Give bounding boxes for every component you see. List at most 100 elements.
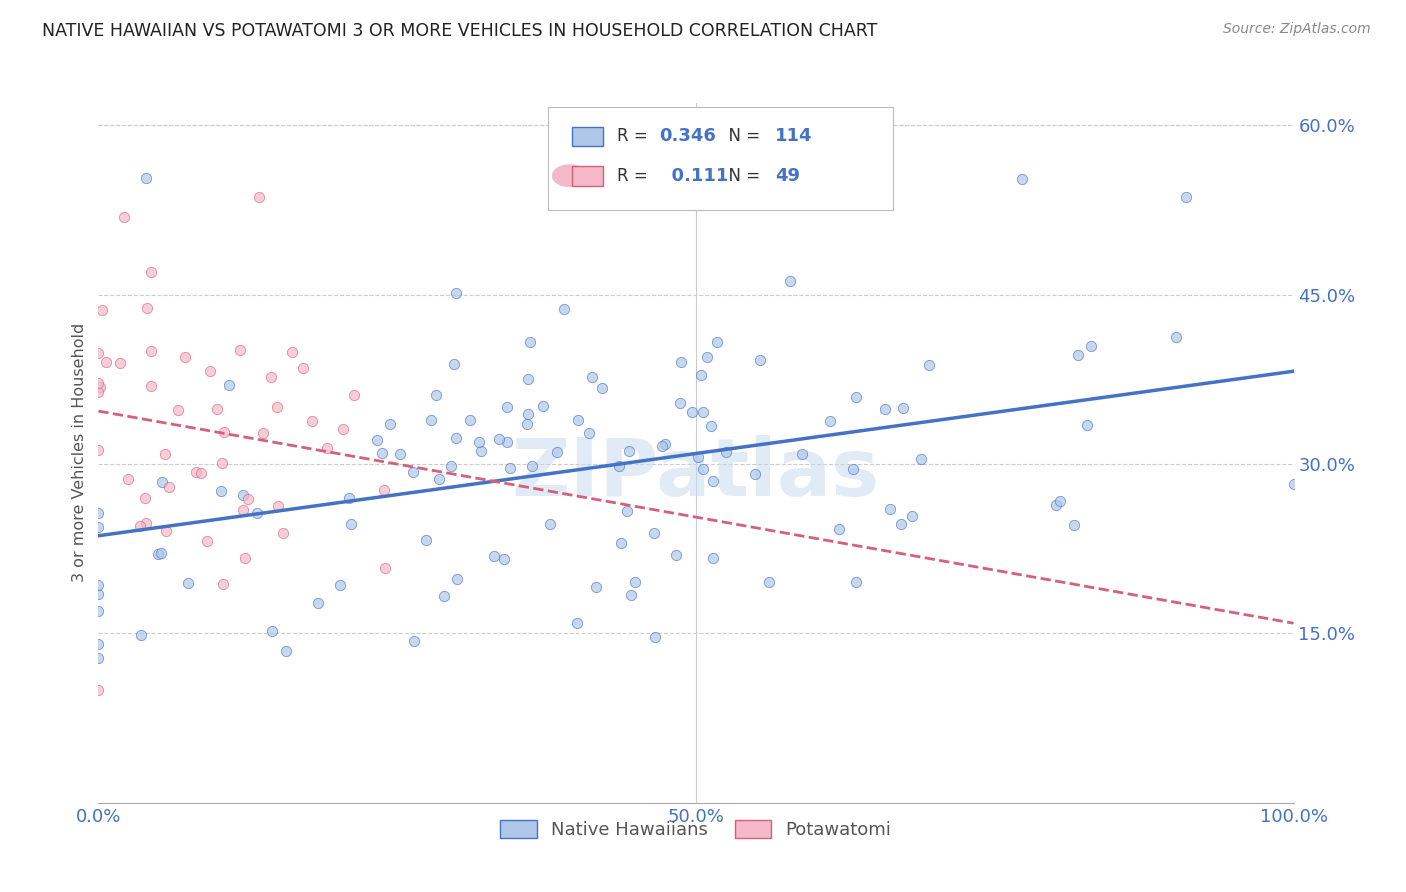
- Point: [266, 400, 288, 414]
- Point: [87, 346, 110, 360]
- Point: [748, 353, 770, 368]
- Point: [671, 355, 693, 369]
- Point: [531, 399, 554, 413]
- Text: Source: ZipAtlas.com: Source: ZipAtlas.com: [1223, 22, 1371, 37]
- Point: [281, 344, 304, 359]
- Point: [617, 444, 640, 458]
- Point: [135, 301, 157, 315]
- Point: [651, 439, 673, 453]
- Text: 49: 49: [775, 167, 800, 185]
- Point: [427, 472, 450, 486]
- Point: [232, 503, 254, 517]
- Point: [90, 303, 112, 318]
- Point: [87, 683, 110, 698]
- Point: [446, 431, 468, 445]
- Y-axis label: 3 or more Vehicles in Household: 3 or more Vehicles in Household: [72, 323, 87, 582]
- Point: [332, 422, 354, 436]
- Text: R =: R =: [617, 128, 654, 145]
- Point: [1175, 190, 1198, 204]
- Point: [232, 488, 254, 502]
- Text: 0.111: 0.111: [659, 167, 728, 185]
- Point: [371, 445, 394, 459]
- Point: [458, 413, 481, 427]
- Text: NATIVE HAWAIIAN VS POTAWATOMI 3 OR MORE VEHICLES IN HOUSEHOLD CORRELATION CHART: NATIVE HAWAIIAN VS POTAWATOMI 3 OR MORE …: [42, 22, 877, 40]
- Point: [553, 302, 575, 317]
- Point: [519, 334, 541, 349]
- Point: [516, 408, 538, 422]
- Point: [176, 576, 198, 591]
- Text: R =: R =: [617, 167, 654, 185]
- Point: [402, 465, 425, 479]
- Point: [686, 450, 709, 464]
- Point: [494, 552, 516, 566]
- Point: [758, 574, 780, 589]
- Point: [567, 615, 589, 630]
- Point: [845, 574, 868, 589]
- Point: [690, 368, 713, 383]
- Point: [496, 401, 519, 415]
- Point: [402, 634, 425, 648]
- Point: [692, 404, 714, 418]
- Point: [1045, 498, 1067, 512]
- Point: [845, 391, 868, 405]
- Point: [117, 472, 139, 486]
- Point: [488, 433, 510, 447]
- Point: [446, 572, 468, 586]
- Point: [425, 388, 447, 402]
- Point: [643, 525, 665, 540]
- Point: [307, 596, 329, 610]
- Point: [696, 350, 718, 364]
- Point: [790, 447, 813, 461]
- Point: [211, 577, 233, 591]
- Point: [112, 211, 135, 225]
- Point: [744, 467, 766, 481]
- Point: [1067, 347, 1090, 361]
- Point: [444, 285, 467, 300]
- Point: [134, 491, 156, 506]
- Point: [267, 499, 290, 513]
- Point: [155, 447, 177, 461]
- Point: [714, 445, 737, 459]
- Point: [828, 522, 851, 536]
- Text: N =: N =: [718, 128, 766, 145]
- Point: [146, 547, 169, 561]
- Point: [238, 491, 260, 506]
- Point: [681, 405, 703, 419]
- Point: [271, 526, 294, 541]
- Point: [229, 343, 252, 358]
- Point: [87, 638, 110, 652]
- Point: [129, 628, 152, 642]
- Point: [141, 343, 163, 358]
- Point: [110, 356, 132, 370]
- Point: [366, 434, 388, 448]
- Point: [893, 401, 915, 416]
- Legend: Native Hawaiians, Potawatomi: Native Hawaiians, Potawatomi: [494, 813, 898, 847]
- Point: [260, 624, 283, 639]
- Point: [1164, 330, 1187, 344]
- Point: [516, 372, 538, 386]
- Point: [157, 480, 180, 494]
- Point: [373, 483, 395, 498]
- Point: [340, 517, 363, 532]
- Point: [619, 588, 641, 602]
- Point: [190, 466, 212, 480]
- Point: [779, 274, 801, 288]
- Point: [415, 533, 437, 547]
- Point: [87, 376, 110, 391]
- Point: [87, 506, 110, 520]
- Point: [495, 435, 517, 450]
- Point: [292, 360, 315, 375]
- Point: [607, 459, 630, 474]
- Point: [567, 413, 589, 427]
- Point: [890, 517, 912, 532]
- Point: [198, 364, 221, 378]
- Point: [141, 265, 163, 279]
- Point: [343, 388, 366, 402]
- Point: [388, 446, 411, 460]
- Point: [260, 370, 283, 384]
- Point: [546, 444, 568, 458]
- Point: [1282, 476, 1305, 491]
- Point: [128, 519, 150, 533]
- Point: [1011, 172, 1033, 186]
- Point: [211, 456, 233, 470]
